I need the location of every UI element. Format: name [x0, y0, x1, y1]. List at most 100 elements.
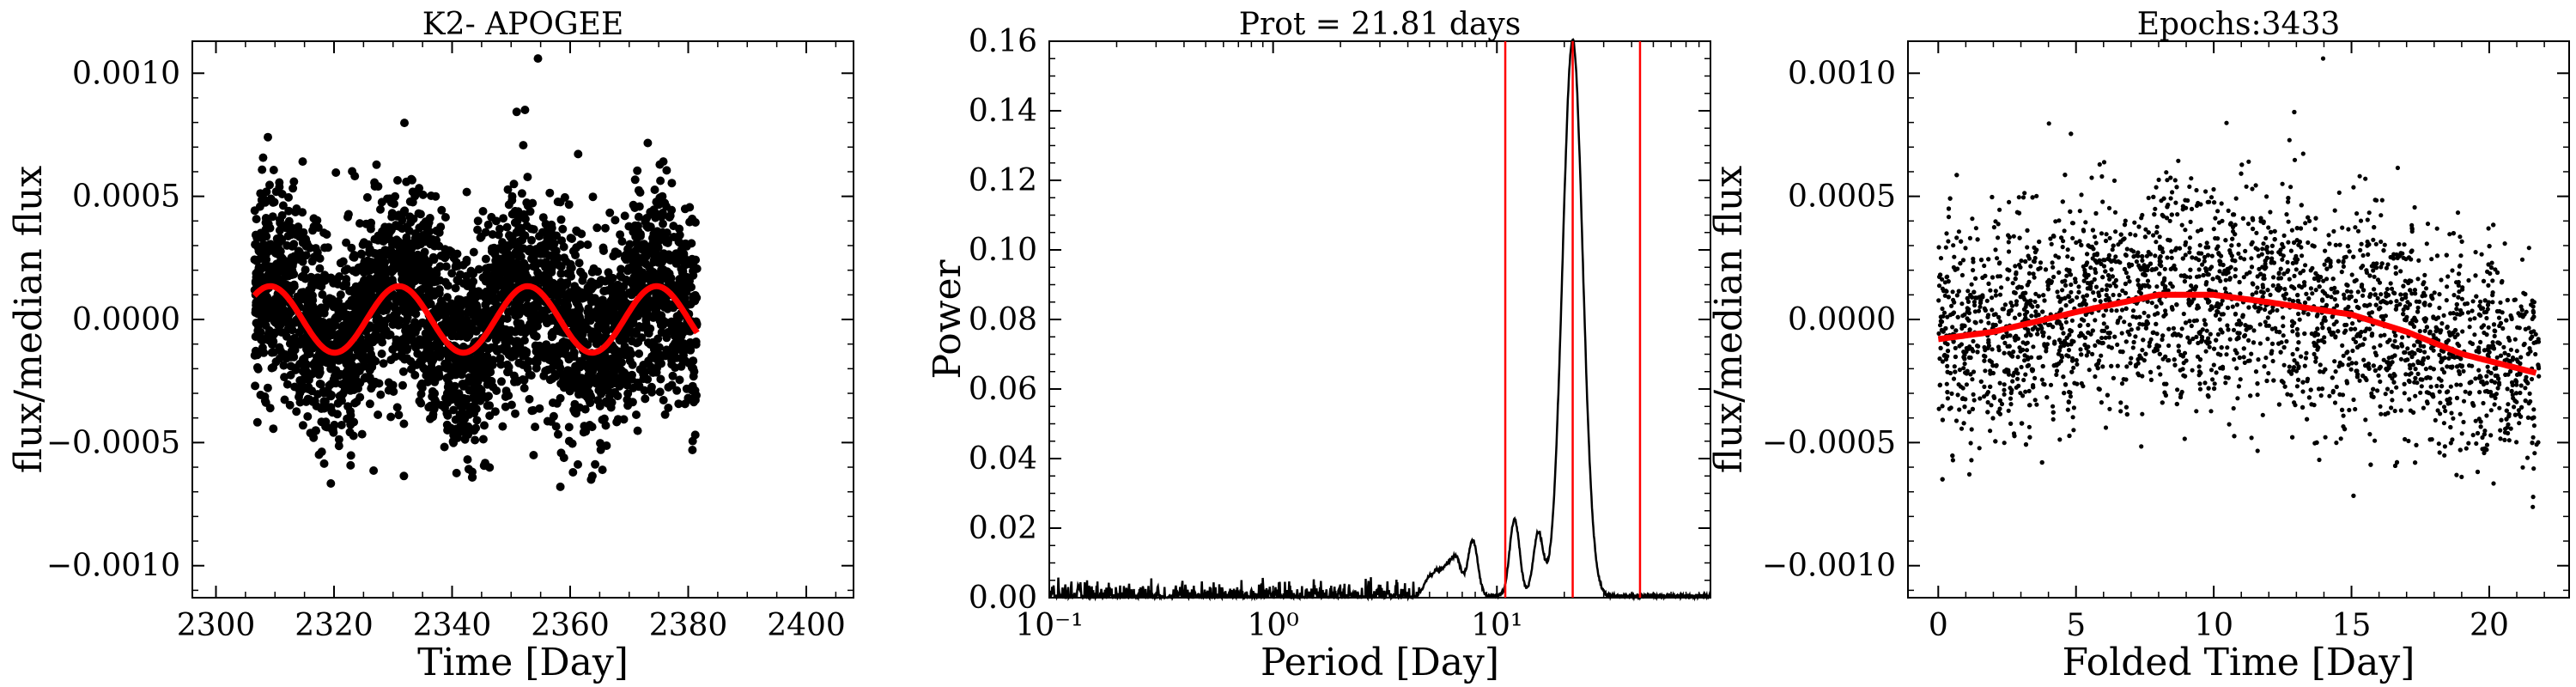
data-point: [517, 189, 526, 198]
data-point: [554, 429, 562, 439]
data-point: [2296, 311, 2301, 317]
data-point: [2046, 121, 2051, 126]
data-point: [649, 229, 659, 239]
data-point: [311, 275, 320, 284]
data-point: [528, 304, 537, 313]
data-point: [580, 293, 589, 302]
data-point: [656, 374, 665, 384]
data-point: [2485, 364, 2490, 369]
data-point: [366, 265, 374, 275]
data-point: [1965, 289, 1971, 294]
data-point: [458, 403, 467, 412]
data-point: [515, 228, 525, 236]
data-point: [583, 422, 592, 431]
data-point: [519, 141, 528, 150]
data-point: [352, 398, 361, 406]
data-point: [543, 319, 551, 328]
data-point: [620, 300, 629, 309]
data-point: [2371, 237, 2376, 242]
data-point: [256, 327, 265, 337]
data-point: [657, 311, 666, 320]
data-point: [2415, 380, 2420, 386]
data-point: [279, 361, 289, 370]
data-point: [502, 314, 512, 323]
data-point: [465, 304, 474, 313]
data-layer: [1936, 56, 2542, 509]
data-point: [674, 399, 683, 409]
y-axis-label: flux/median flux: [7, 166, 51, 474]
data-layer: [1048, 38, 1712, 602]
data-point: [626, 289, 635, 298]
data-point: [400, 355, 410, 364]
data-point: [2379, 213, 2384, 218]
data-point: [561, 341, 570, 350]
data-point: [463, 455, 472, 465]
data-point: [510, 218, 519, 228]
data-point: [618, 292, 628, 301]
chart-title: K2- APOGEE: [422, 7, 623, 42]
data-point: [689, 258, 698, 267]
data-point: [334, 435, 343, 444]
data-point: [399, 471, 409, 481]
data-point: [613, 415, 623, 424]
data-point: [595, 323, 605, 332]
data-point: [430, 377, 440, 386]
data-point: [275, 178, 284, 187]
data-point: [410, 192, 420, 201]
data-point: [2101, 160, 2107, 165]
data-point: [465, 319, 475, 328]
data-point: [331, 366, 341, 375]
data-point: [489, 271, 498, 280]
data-point: [675, 375, 684, 385]
data-point: [353, 306, 362, 315]
x-tick-label: 10¹: [1471, 608, 1522, 643]
data-point: [652, 209, 661, 218]
data-point: [608, 344, 617, 354]
data-point: [607, 398, 617, 407]
data-point: [2422, 328, 2427, 333]
data-point: [635, 232, 645, 240]
data-point: [2231, 327, 2237, 332]
data-point: [416, 381, 426, 391]
data-point: [630, 175, 640, 185]
data-point: [563, 366, 573, 375]
data-point: [278, 201, 288, 210]
data-point: [568, 468, 578, 477]
data-point: [363, 332, 373, 342]
data-point: [387, 209, 397, 218]
data-point: [428, 386, 437, 396]
data-point: [688, 381, 697, 391]
data-point: [2373, 241, 2379, 246]
data-point: [362, 192, 372, 202]
data-point: [567, 271, 575, 281]
data-point: [583, 240, 592, 249]
data-point: [487, 376, 496, 386]
data-point: [511, 409, 519, 418]
data-point: [315, 264, 325, 273]
data-point: [568, 234, 576, 243]
data-point: [258, 165, 267, 174]
data-point: [280, 373, 289, 382]
data-point: [465, 329, 474, 338]
data-point: [507, 196, 517, 205]
data-point: [2127, 322, 2132, 327]
y-tick-label: 0.10: [969, 233, 1037, 268]
data-point: [659, 265, 668, 275]
data-point: [319, 388, 328, 398]
data-point: [355, 362, 364, 372]
data-point: [488, 230, 497, 239]
data-point: [502, 342, 511, 351]
data-point: [345, 286, 355, 295]
data-point: [513, 242, 522, 252]
data-point: [605, 388, 614, 397]
data-point: [2235, 331, 2240, 336]
data-point: [533, 54, 543, 64]
data-point: [555, 358, 564, 368]
data-point: [2202, 318, 2207, 323]
data-point: [2338, 436, 2343, 441]
data-point: [1953, 418, 1959, 423]
x-tick-label: 10: [2194, 608, 2233, 643]
data-point: [303, 394, 313, 404]
data-point: [658, 228, 667, 237]
data-point: [2132, 220, 2137, 225]
